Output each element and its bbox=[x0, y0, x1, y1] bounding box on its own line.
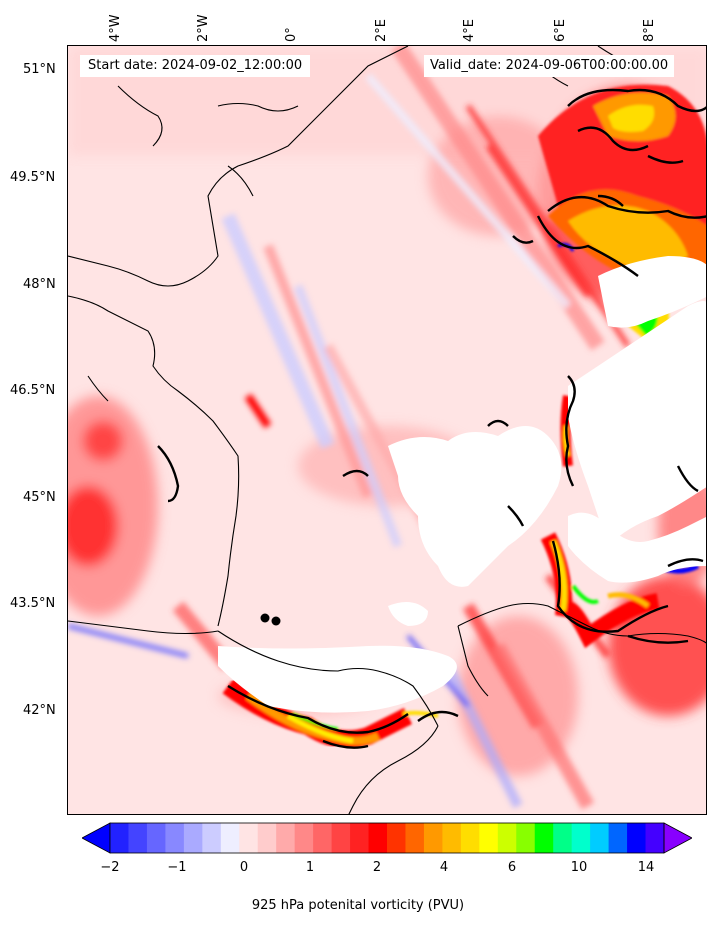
cb-tick-2: 2 bbox=[372, 860, 382, 875]
colorbar-segment bbox=[423, 823, 443, 853]
cb-tick-neg2: −2 bbox=[100, 860, 120, 875]
colorbar-segment bbox=[590, 823, 610, 853]
colorbar-segment bbox=[313, 823, 333, 853]
lat-label-46-5: 46.5°N bbox=[10, 383, 56, 398]
lon-label-4w: 4°W bbox=[108, 14, 123, 42]
vorticity-field bbox=[68, 46, 706, 814]
colorbar-segment bbox=[294, 823, 314, 853]
pyrenees-band bbox=[222, 678, 439, 749]
colorbar-segment bbox=[534, 823, 554, 853]
colorbar-segment bbox=[571, 823, 591, 853]
map-frame bbox=[67, 45, 707, 815]
lat-label-42: 42°N bbox=[23, 703, 56, 718]
colorbar-segment bbox=[257, 823, 277, 853]
colorbar-extend-high bbox=[663, 822, 692, 854]
colorbar-segment bbox=[350, 823, 370, 853]
colorbar-segment bbox=[645, 823, 665, 853]
colorbar-segment bbox=[608, 823, 628, 853]
lon-label-4e: 4°E bbox=[462, 19, 477, 42]
colorbar-segment bbox=[128, 823, 148, 853]
colorbar-segment bbox=[387, 823, 406, 853]
colorbar-segment bbox=[239, 823, 259, 853]
cb-tick-6: 6 bbox=[507, 860, 517, 875]
masked-terrain bbox=[218, 256, 706, 713]
lon-label-0: 0° bbox=[284, 27, 299, 42]
colorbar-segment bbox=[110, 823, 129, 853]
lat-label-48: 48°N bbox=[23, 277, 56, 292]
colorbar-segment bbox=[553, 823, 573, 853]
lon-label-8e: 8°E bbox=[642, 19, 657, 42]
colorbar-extend-low bbox=[82, 822, 111, 854]
colorbar-label: 925 hPa potenital vorticity (PVU) bbox=[251, 898, 465, 913]
colorbar bbox=[82, 822, 692, 854]
colorbar-segment bbox=[479, 823, 499, 853]
colorbar-segment bbox=[183, 823, 203, 853]
colorbar-segment bbox=[460, 823, 480, 853]
colorbar-segment bbox=[202, 823, 222, 853]
colorbar-segment bbox=[146, 823, 166, 853]
colorbar-segment bbox=[368, 823, 388, 853]
lon-label-2w: 2°W bbox=[196, 14, 211, 42]
colorbar-segment bbox=[165, 823, 185, 853]
marker-1 bbox=[260, 613, 270, 623]
colorbar-segment bbox=[220, 823, 240, 853]
lat-label-49-5: 49.5°N bbox=[10, 170, 56, 185]
colorbar-segment bbox=[276, 823, 296, 853]
colorbar-outline bbox=[109, 822, 665, 854]
colorbar-segment bbox=[516, 823, 536, 853]
cb-tick-0: 0 bbox=[239, 860, 249, 875]
colorbar-segment bbox=[627, 823, 647, 853]
start-date-box: Start date: 2024-09-02_12:00:00 bbox=[80, 55, 311, 77]
marker-2 bbox=[271, 616, 281, 626]
lat-label-43-5: 43.5°N bbox=[10, 596, 56, 611]
valid-date-box: Valid_date: 2024-09-06T00:00:00.00 bbox=[424, 55, 675, 77]
cb-tick-neg1: −1 bbox=[167, 860, 187, 875]
cb-tick-14: 14 bbox=[637, 860, 655, 875]
colorbar-segment bbox=[331, 823, 351, 853]
station-markers bbox=[260, 613, 281, 626]
lon-label-6e: 6°E bbox=[553, 19, 568, 42]
cb-tick-4: 4 bbox=[439, 860, 449, 875]
lon-label-2e: 2°E bbox=[374, 19, 389, 42]
colorbar-segment bbox=[405, 823, 425, 853]
pv-contours bbox=[157, 88, 706, 749]
colorbar-segment bbox=[442, 823, 462, 853]
cb-tick-10: 10 bbox=[570, 860, 588, 875]
lat-label-51: 51°N bbox=[23, 62, 56, 77]
cb-tick-1: 1 bbox=[305, 860, 315, 875]
lat-label-45: 45°N bbox=[23, 490, 56, 505]
colorbar-segment bbox=[497, 823, 517, 853]
